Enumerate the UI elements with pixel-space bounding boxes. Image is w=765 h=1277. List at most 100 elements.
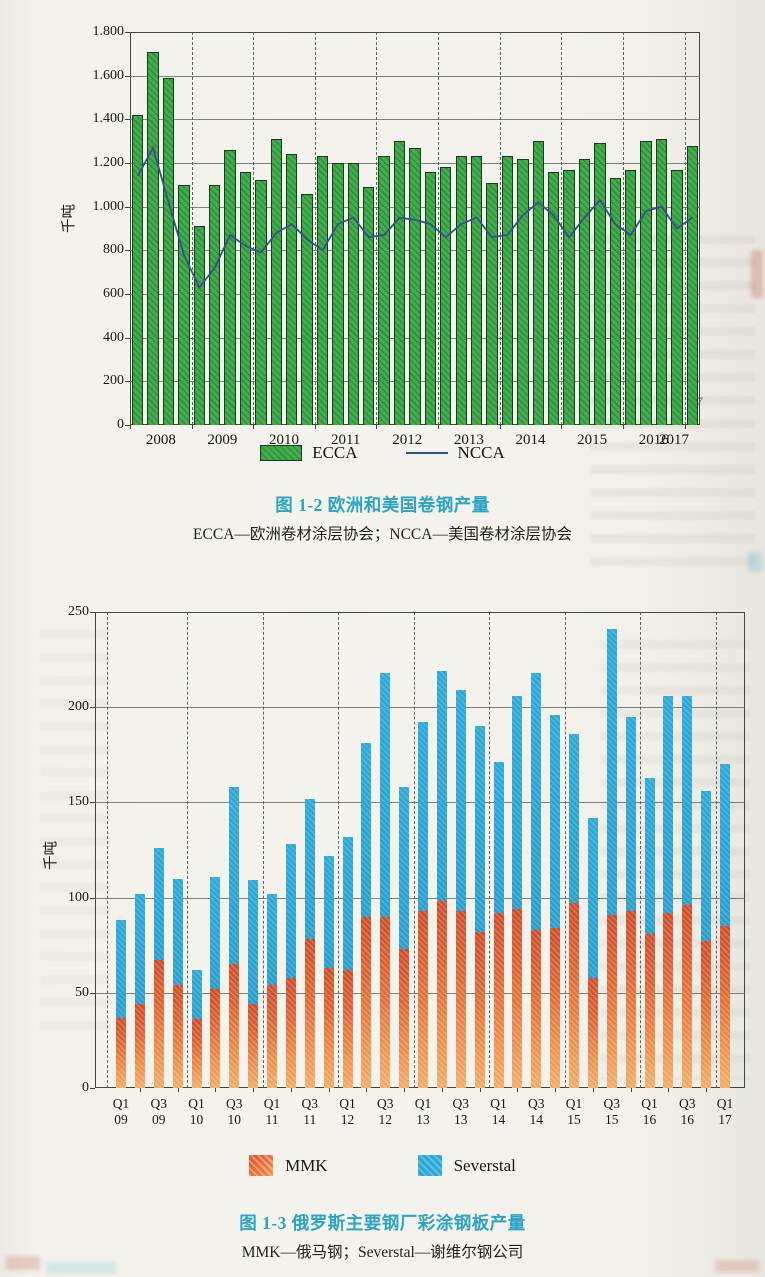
ecca-bar: [501, 156, 514, 425]
mmk-segment: [399, 949, 410, 1088]
severstal-segment: [380, 672, 391, 917]
ecca-bar: [316, 156, 329, 425]
ecca-bar: [332, 163, 344, 425]
severstal-segment: [342, 836, 353, 970]
ecca-bar: [609, 178, 621, 425]
year-label: 2013: [453, 432, 484, 448]
x-tick: [517, 1088, 519, 1092]
severstal-segment: [512, 695, 523, 909]
chart1-legend: ECCA NCCA: [0, 443, 765, 463]
mmk-segment: [153, 960, 164, 1088]
ytick-label: 100: [68, 889, 89, 905]
quarter-label-year: 11: [265, 1112, 279, 1127]
ecca-bar: [686, 145, 698, 425]
ecca-bar: [239, 171, 252, 425]
mmk-segment: [720, 926, 730, 1088]
mmk-segment: [116, 1017, 126, 1088]
y-tick: [90, 802, 95, 804]
x-tick: [314, 425, 316, 429]
chart2-legend: MMK Severstal: [0, 1155, 765, 1176]
chart2-plot-area: 0 50 100 150 200 250 Q1 09 Q3 09 Q1 10 Q3 10 Q1 11 Q3 11 Q…: [68, 604, 745, 1127]
ecca-bar: [455, 156, 467, 425]
severstal-segment: [418, 722, 428, 911]
x-tick: [290, 1088, 292, 1092]
quarter-label-q: Q1: [565, 1096, 583, 1111]
figure-1-2-caption: 图 1-2 欧洲和美国卷钢产量: [275, 495, 490, 515]
mmk-segment: [380, 916, 391, 1088]
ytick-label: 200: [68, 699, 89, 715]
chart1-y-axis-title: 千吨: [61, 204, 78, 233]
page-bleed-mark: [748, 552, 762, 572]
severstal-segment: [134, 893, 145, 1005]
mmk-segment: [587, 977, 598, 1088]
ytick-label: 600: [103, 286, 124, 301]
severstal-segment: [720, 764, 730, 927]
mmk-segment: [701, 941, 712, 1088]
quarter-label-q: Q1: [641, 1096, 658, 1111]
year-divider: [640, 612, 642, 1088]
quarter-label-year: 13: [454, 1112, 468, 1127]
severstal-segment: [172, 878, 183, 986]
quarter-label: Q1 10: [180, 1096, 214, 1128]
year-label: 2010: [269, 432, 300, 448]
quarter-label-year: 15: [567, 1112, 581, 1127]
x-tick: [684, 425, 686, 429]
x-tick: [130, 425, 131, 429]
mmk-segment: [436, 901, 447, 1088]
ecca-bar: [424, 171, 437, 425]
ecca-bar: [286, 154, 298, 425]
grid-line: [95, 707, 745, 709]
mmk-segment: [172, 985, 183, 1088]
severstal-segment: [191, 969, 202, 1020]
year-divider: [191, 32, 193, 425]
severstal-segment: [304, 798, 315, 940]
quarter-label-year: 09: [114, 1112, 128, 1127]
grid-line: [130, 119, 700, 121]
year-divider: [338, 612, 340, 1088]
year-label: 2015: [577, 432, 608, 448]
quarter-label-q: Q1: [263, 1096, 281, 1111]
severstal-segment: [248, 880, 259, 1005]
ncca-line: [136, 145, 693, 290]
ecca-legend-swatch-icon: [260, 445, 303, 461]
severstal-segment: [399, 787, 410, 949]
ytick-label: 50: [75, 984, 89, 1000]
severstal-segment: [493, 762, 504, 913]
x-tick: [376, 425, 378, 429]
ecca-bar: [224, 149, 236, 425]
year-divider: [187, 612, 189, 1088]
mmk-segment: [323, 968, 334, 1088]
quarter-label-year: 15: [605, 1112, 619, 1127]
ecca-bar: [301, 193, 313, 425]
quarter-label-q: Q1: [112, 1096, 130, 1111]
chart2-y-axis-title: 千吨: [43, 841, 60, 870]
ecca-bar: [178, 184, 190, 425]
ecca-bar: [532, 141, 544, 425]
mmk-segment: [191, 1019, 202, 1088]
mmk-segment: [248, 1004, 259, 1088]
quarter-label-year: 16: [642, 1112, 657, 1127]
page-bleed-mark: [751, 250, 763, 298]
quarter-label-year: 16: [680, 1112, 695, 1127]
ecca-bar: [378, 156, 390, 425]
quarter-label-q: Q3: [377, 1096, 394, 1111]
severstal-segment: [474, 726, 485, 932]
severstal-segment: [644, 777, 655, 934]
y-tick: [90, 1088, 95, 1089]
ecca-bar: [563, 169, 575, 425]
mmk-segment: [134, 1004, 145, 1088]
chart2-legend-severstal: Severstal: [417, 1155, 516, 1176]
mmk-segment: [474, 931, 485, 1088]
quarter-label-year: 14: [529, 1112, 544, 1127]
mmk-segment: [418, 910, 428, 1088]
ytick-label: 400: [103, 329, 124, 345]
severstal-segment: [569, 733, 579, 904]
year-label: 2016: [638, 432, 669, 448]
ecca-bar: [624, 169, 637, 425]
severstal-segment: [455, 690, 466, 911]
quarter-label-year: 12: [340, 1112, 355, 1127]
mmk-segment: [550, 928, 561, 1088]
ecca-bar: [486, 182, 498, 425]
ecca-bar: [393, 141, 406, 425]
severstal-segment: [701, 790, 712, 942]
